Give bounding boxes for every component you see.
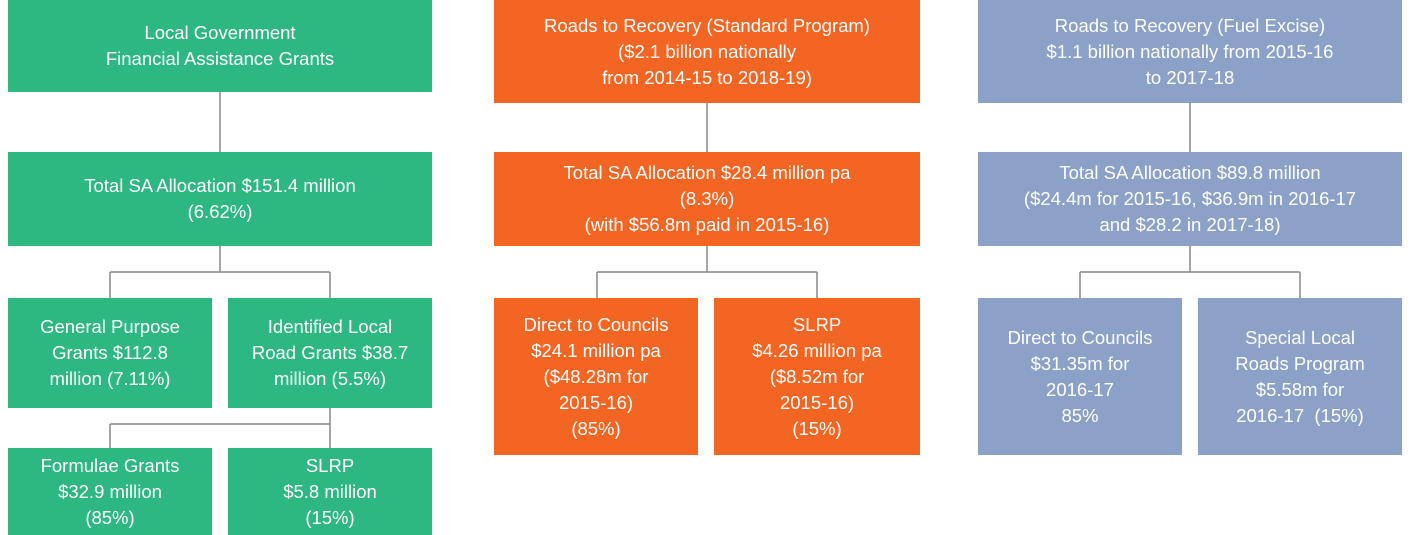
box-text: Direct to Councils [1007,326,1153,348]
box-text: (85%) [85,506,135,528]
box: Total SA Allocation $89.8 million ($24.4m… [978,152,1402,246]
box: Total SA Allocation $151.4 million (6.62%… [8,152,432,246]
box-text: $4.26 million pa [752,339,882,361]
box-text: $5.8 million [283,480,377,502]
box-text: Roads to Recovery (Fuel Excise) [1054,14,1326,36]
box-text: and $28.2 in 2017-18) [1099,214,1281,235]
box-text: SLRP [792,313,842,335]
box-text: $32.9 million [58,480,162,502]
box-text: million (7.11%) [49,368,171,389]
box-text: Total SA Allocation $28.4 million pa [563,162,851,183]
connector [1079,246,1301,298]
box-text: Road Grants $38.7 [251,342,409,363]
box: General Purpose Grants $112.8 million (7.1… [8,298,212,408]
box: SLRP $5.8 million (15%) [228,448,432,535]
box-text: Roads Program [1235,352,1365,374]
box-text: Direct to Councils [523,313,669,335]
box-text: Formulae Grants [40,454,180,476]
box-text: (with $56.8m paid in 2015-16) [584,214,830,235]
box-text: ($2.1 billion nationally [618,40,796,62]
box-text: Local Government [144,22,296,43]
box-text: ($8.52m for [769,365,865,387]
box-text: 2016-17 [1046,378,1114,400]
box-text: million (5.5%) [273,368,387,389]
box-text: (15%) [792,417,842,439]
box-text: 85% [1061,404,1099,426]
box: Special Local Roads Program $5.58m for 2016… [1198,298,1402,455]
box-text: $31.35m for [1030,352,1130,374]
box: Local Government Financial Assistance Gra… [8,0,432,92]
box-text: (6.62%) [187,201,253,222]
box-text: (8.3%) [679,188,735,209]
box-text: (85%) [571,417,621,439]
box-text: Special Local [1244,326,1356,348]
box-text: (15%) [305,506,355,528]
box-text: 2016-17 (15%) [1236,404,1364,426]
box-text: Identified Local [267,316,393,337]
box-text: ($24.4m for 2015-16, $36.9m in 2016-17 [1023,188,1357,209]
box-text: from 2014-15 to 2018-19) [602,66,812,88]
box-text: General Purpose [40,316,180,337]
box: Formulae Grants $32.9 million (85%) [8,448,212,535]
box-text: 2015-16) [558,391,634,413]
connector [596,246,818,298]
box-text: $5.58m for [1255,378,1345,400]
connector [109,408,331,448]
box: Identified Local Road Grants $38.7 million… [228,298,432,408]
box: Roads to Recovery (Fuel Excise) $1.1 bill… [978,0,1402,103]
box-text: 2015-16) [779,391,855,413]
box-text: Total SA Allocation $89.8 million [1059,162,1321,183]
box: Direct to Councils $24.1 million pa ($48.2… [494,298,698,455]
box-text: Roads to Recovery (Standard Program) [544,14,870,36]
box-text: SLRP [305,454,355,476]
box: Roads to Recovery (Standard Program) ($2.… [494,0,920,103]
box-text: Total SA Allocation $151.4 million [84,175,356,196]
box-text: $1.1 billion nationally from 2015-16 [1046,40,1334,62]
connector [109,246,331,298]
box: Total SA Allocation $28.4 million pa (8.3… [494,152,920,246]
box-text: Financial Assistance Grants [105,48,335,69]
box: SLRP $4.26 million pa ($8.52m for 2015-16) (… [714,298,920,455]
box-text: Grants $112.8 [52,342,168,363]
box: Direct to Councils $31.35m for 2016-17 85% [978,298,1182,455]
box-text: ($48.28m for [543,365,649,387]
box-text: to 2017-18 [1145,66,1235,88]
box-text: $24.1 million pa [531,339,661,361]
